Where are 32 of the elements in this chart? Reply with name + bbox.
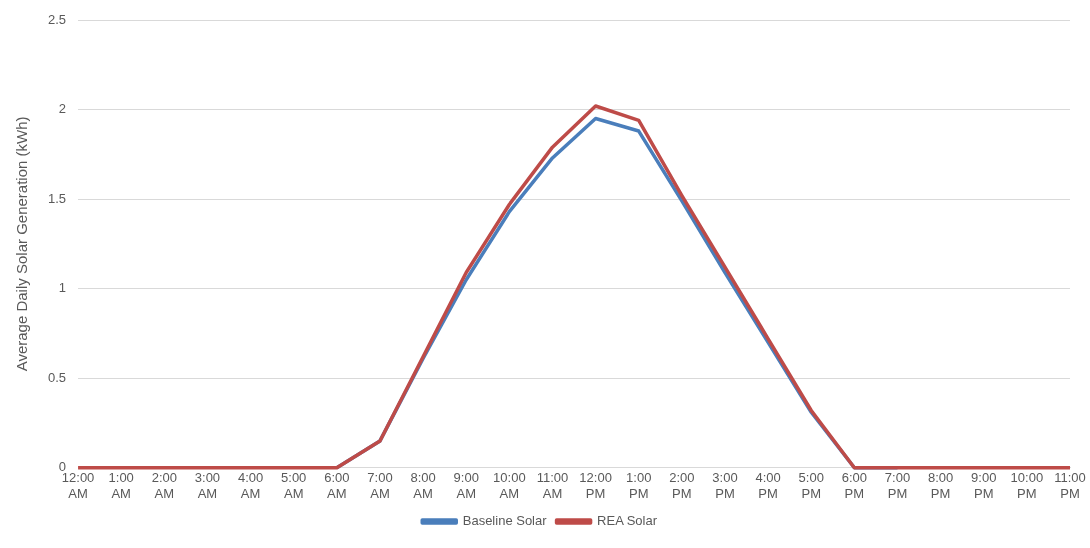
x-tick-label: 6:00 AM: [324, 470, 350, 501]
y-tick-label: 1.5: [47, 190, 67, 206]
x-tick-label: 12:00 AM: [61, 470, 95, 501]
x-tick-label: 7:00 AM: [367, 470, 393, 501]
legend-label: REA Solar: [597, 513, 658, 529]
x-tick-label: 8:00 AM: [410, 470, 436, 501]
x-tick-label: 2:00 PM: [669, 470, 695, 501]
x-tick-label: 6:00 PM: [841, 470, 868, 501]
x-tick-label: 4:00 AM: [237, 470, 264, 501]
x-tick-label: 11:00 PM: [1054, 470, 1086, 501]
x-tick-label: 5:00 PM: [798, 470, 824, 501]
x-tick-label: 10:00 AM: [493, 470, 526, 501]
x-tick-label: 12:00 PM: [579, 470, 612, 501]
x-tick-label: 8:00 PM: [927, 470, 954, 501]
y-axis-title: Average Daily Solar Generation (kWh): [13, 116, 31, 372]
x-tick-label: 3:00 PM: [712, 470, 738, 501]
x-tick-label: 9:00 AM: [453, 470, 479, 501]
y-tick-label: 2.5: [47, 11, 67, 27]
x-tick-label: 4:00 PM: [755, 470, 781, 501]
x-tick-label: 3:00 AM: [194, 470, 221, 501]
legend-label: Baseline Solar: [462, 513, 548, 529]
y-tick-label: 1: [58, 280, 67, 296]
x-tick-label: 11:00 AM: [536, 470, 569, 501]
x-tick-label: 1:00 AM: [108, 470, 134, 501]
y-tick-label: 0.5: [47, 369, 67, 385]
x-tick-label: 10:00 PM: [1010, 470, 1044, 501]
x-tick-label: 1:00 PM: [626, 470, 652, 501]
x-tick-label: 5:00 AM: [281, 470, 307, 501]
x-tick-label: 2:00 AM: [151, 470, 177, 501]
x-tick-label: 7:00 PM: [884, 470, 911, 501]
y-tick-label: 2: [58, 101, 67, 117]
x-tick-label: 9:00 PM: [971, 470, 997, 501]
